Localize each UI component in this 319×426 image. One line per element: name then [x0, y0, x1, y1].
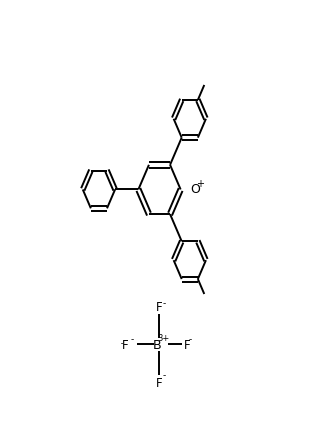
Text: +: +	[196, 178, 204, 188]
Text: ·: ·	[120, 337, 124, 350]
Text: -: -	[131, 334, 134, 343]
Text: -: -	[162, 298, 166, 307]
Text: -: -	[162, 371, 166, 380]
Text: O: O	[190, 182, 200, 195]
Text: B: B	[153, 338, 161, 351]
Text: F: F	[156, 376, 163, 389]
Text: -: -	[189, 334, 192, 343]
Text: F: F	[183, 338, 190, 351]
Text: F: F	[156, 300, 163, 313]
Text: 3+: 3+	[158, 333, 170, 342]
Text: F: F	[122, 338, 129, 351]
